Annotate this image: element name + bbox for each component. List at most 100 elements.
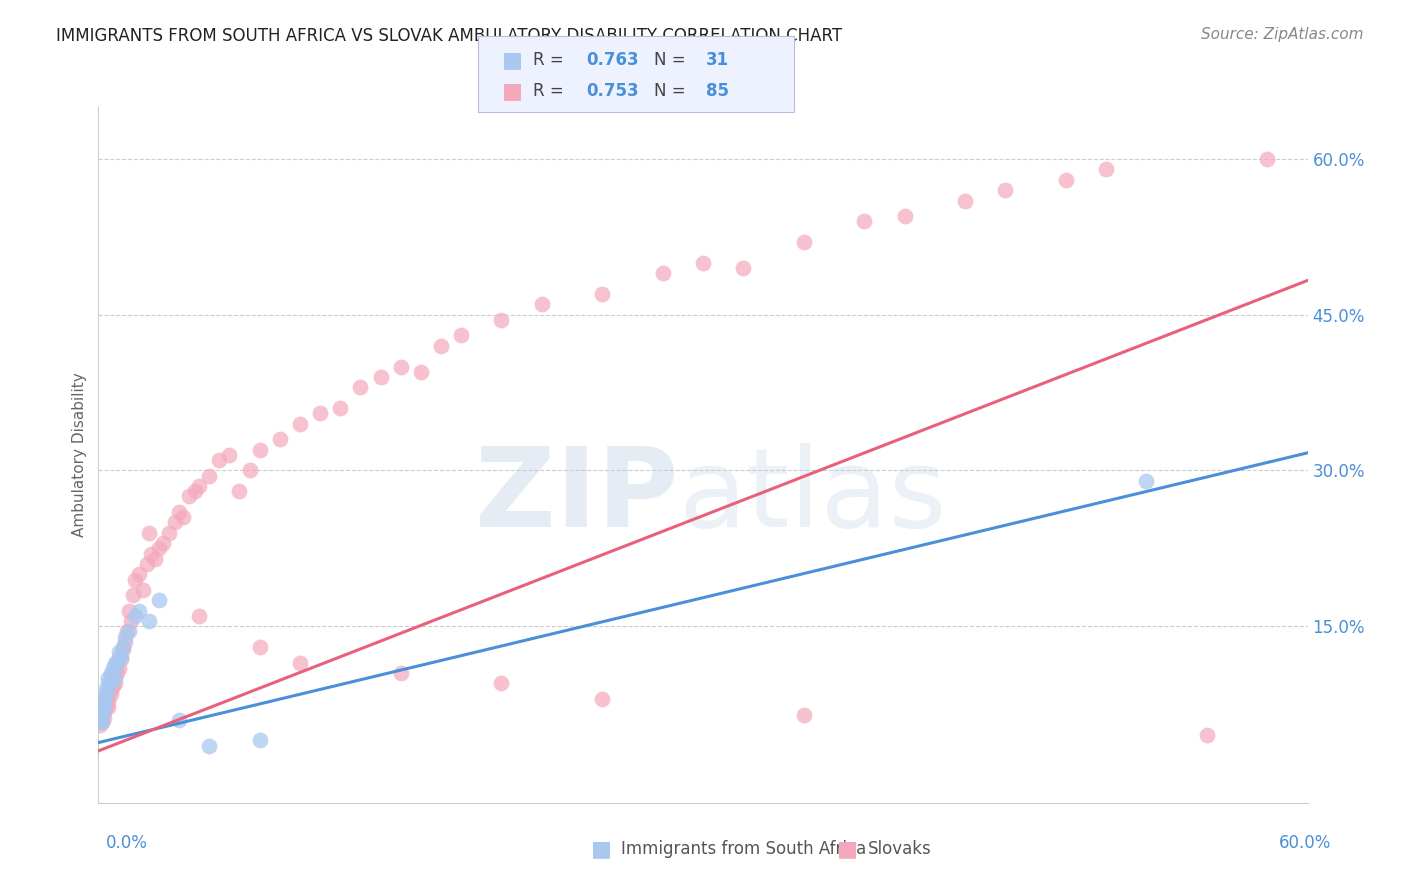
Text: ■: ■ xyxy=(591,839,612,859)
Point xyxy=(491,676,513,690)
Point xyxy=(128,604,150,618)
Point xyxy=(96,700,118,714)
Point xyxy=(89,718,111,732)
Text: 85: 85 xyxy=(706,82,728,100)
Point xyxy=(111,640,134,654)
Point xyxy=(103,656,125,670)
Point xyxy=(288,656,311,670)
Point xyxy=(591,692,613,706)
Point xyxy=(249,733,271,747)
Point xyxy=(89,713,111,727)
Point xyxy=(148,593,170,607)
Y-axis label: Ambulatory Disability: Ambulatory Disability xyxy=(72,373,87,537)
Point xyxy=(100,676,122,690)
Point xyxy=(733,260,755,275)
Point xyxy=(228,484,250,499)
Point xyxy=(91,707,114,722)
Point xyxy=(1054,172,1077,186)
Point xyxy=(91,697,114,711)
Point xyxy=(93,697,115,711)
Point xyxy=(93,705,115,719)
Point xyxy=(105,656,128,670)
Point xyxy=(249,640,271,654)
Point xyxy=(167,713,190,727)
Point xyxy=(163,516,186,530)
Point xyxy=(208,453,231,467)
Point xyxy=(96,692,118,706)
Point xyxy=(103,676,125,690)
Text: 60.0%: 60.0% xyxy=(1279,834,1331,852)
Text: 0.0%: 0.0% xyxy=(105,834,148,852)
Point xyxy=(530,297,553,311)
Point xyxy=(97,700,120,714)
Point xyxy=(239,463,262,477)
Point xyxy=(89,707,111,722)
Point xyxy=(591,287,613,301)
Point xyxy=(135,557,157,571)
Point xyxy=(1095,162,1118,177)
Point xyxy=(96,681,118,696)
Point xyxy=(121,588,143,602)
Point xyxy=(994,183,1017,197)
Point xyxy=(249,442,271,457)
Point xyxy=(93,697,115,711)
Point xyxy=(288,417,311,431)
Point xyxy=(124,573,146,587)
Point xyxy=(349,380,371,394)
Point xyxy=(184,484,207,499)
Point xyxy=(111,642,134,657)
Point xyxy=(172,510,194,524)
Point xyxy=(91,702,114,716)
Point xyxy=(128,567,150,582)
Text: ■: ■ xyxy=(837,839,858,859)
Point xyxy=(793,235,815,249)
Point xyxy=(97,694,120,708)
Point xyxy=(143,551,166,566)
Point xyxy=(114,635,136,649)
Point xyxy=(692,256,714,270)
Text: 31: 31 xyxy=(706,51,728,69)
Point xyxy=(188,479,211,493)
Point xyxy=(100,681,122,696)
Text: 0.763: 0.763 xyxy=(586,51,638,69)
Text: ■: ■ xyxy=(502,50,523,70)
Point xyxy=(853,214,876,228)
Point xyxy=(1256,152,1278,166)
Point xyxy=(93,692,115,706)
Point xyxy=(101,680,124,694)
Point xyxy=(491,313,513,327)
Point xyxy=(167,505,190,519)
Point xyxy=(793,707,815,722)
Point xyxy=(1135,474,1157,488)
Point xyxy=(389,665,412,680)
Point xyxy=(409,365,432,379)
Text: R =: R = xyxy=(533,51,569,69)
Point xyxy=(450,328,472,343)
Point xyxy=(103,663,125,677)
Point xyxy=(198,468,221,483)
Text: Source: ZipAtlas.com: Source: ZipAtlas.com xyxy=(1201,27,1364,42)
Text: atlas: atlas xyxy=(679,443,948,550)
Point xyxy=(100,676,122,690)
Point xyxy=(107,650,129,665)
Point xyxy=(1195,728,1218,742)
Point xyxy=(91,714,114,729)
Point xyxy=(107,661,129,675)
Point xyxy=(103,671,125,685)
Point xyxy=(651,266,673,280)
Point xyxy=(105,656,128,670)
Point xyxy=(389,359,412,374)
Point xyxy=(97,676,120,690)
Point xyxy=(93,711,115,725)
Point xyxy=(100,687,122,701)
Point xyxy=(120,614,142,628)
Point xyxy=(329,401,352,416)
Text: R =: R = xyxy=(533,82,569,100)
Point xyxy=(97,671,120,685)
Point xyxy=(101,671,124,685)
Text: 0.753: 0.753 xyxy=(586,82,638,100)
Point xyxy=(138,614,160,628)
Point xyxy=(114,630,136,644)
Point xyxy=(152,536,174,550)
Point xyxy=(101,661,124,675)
